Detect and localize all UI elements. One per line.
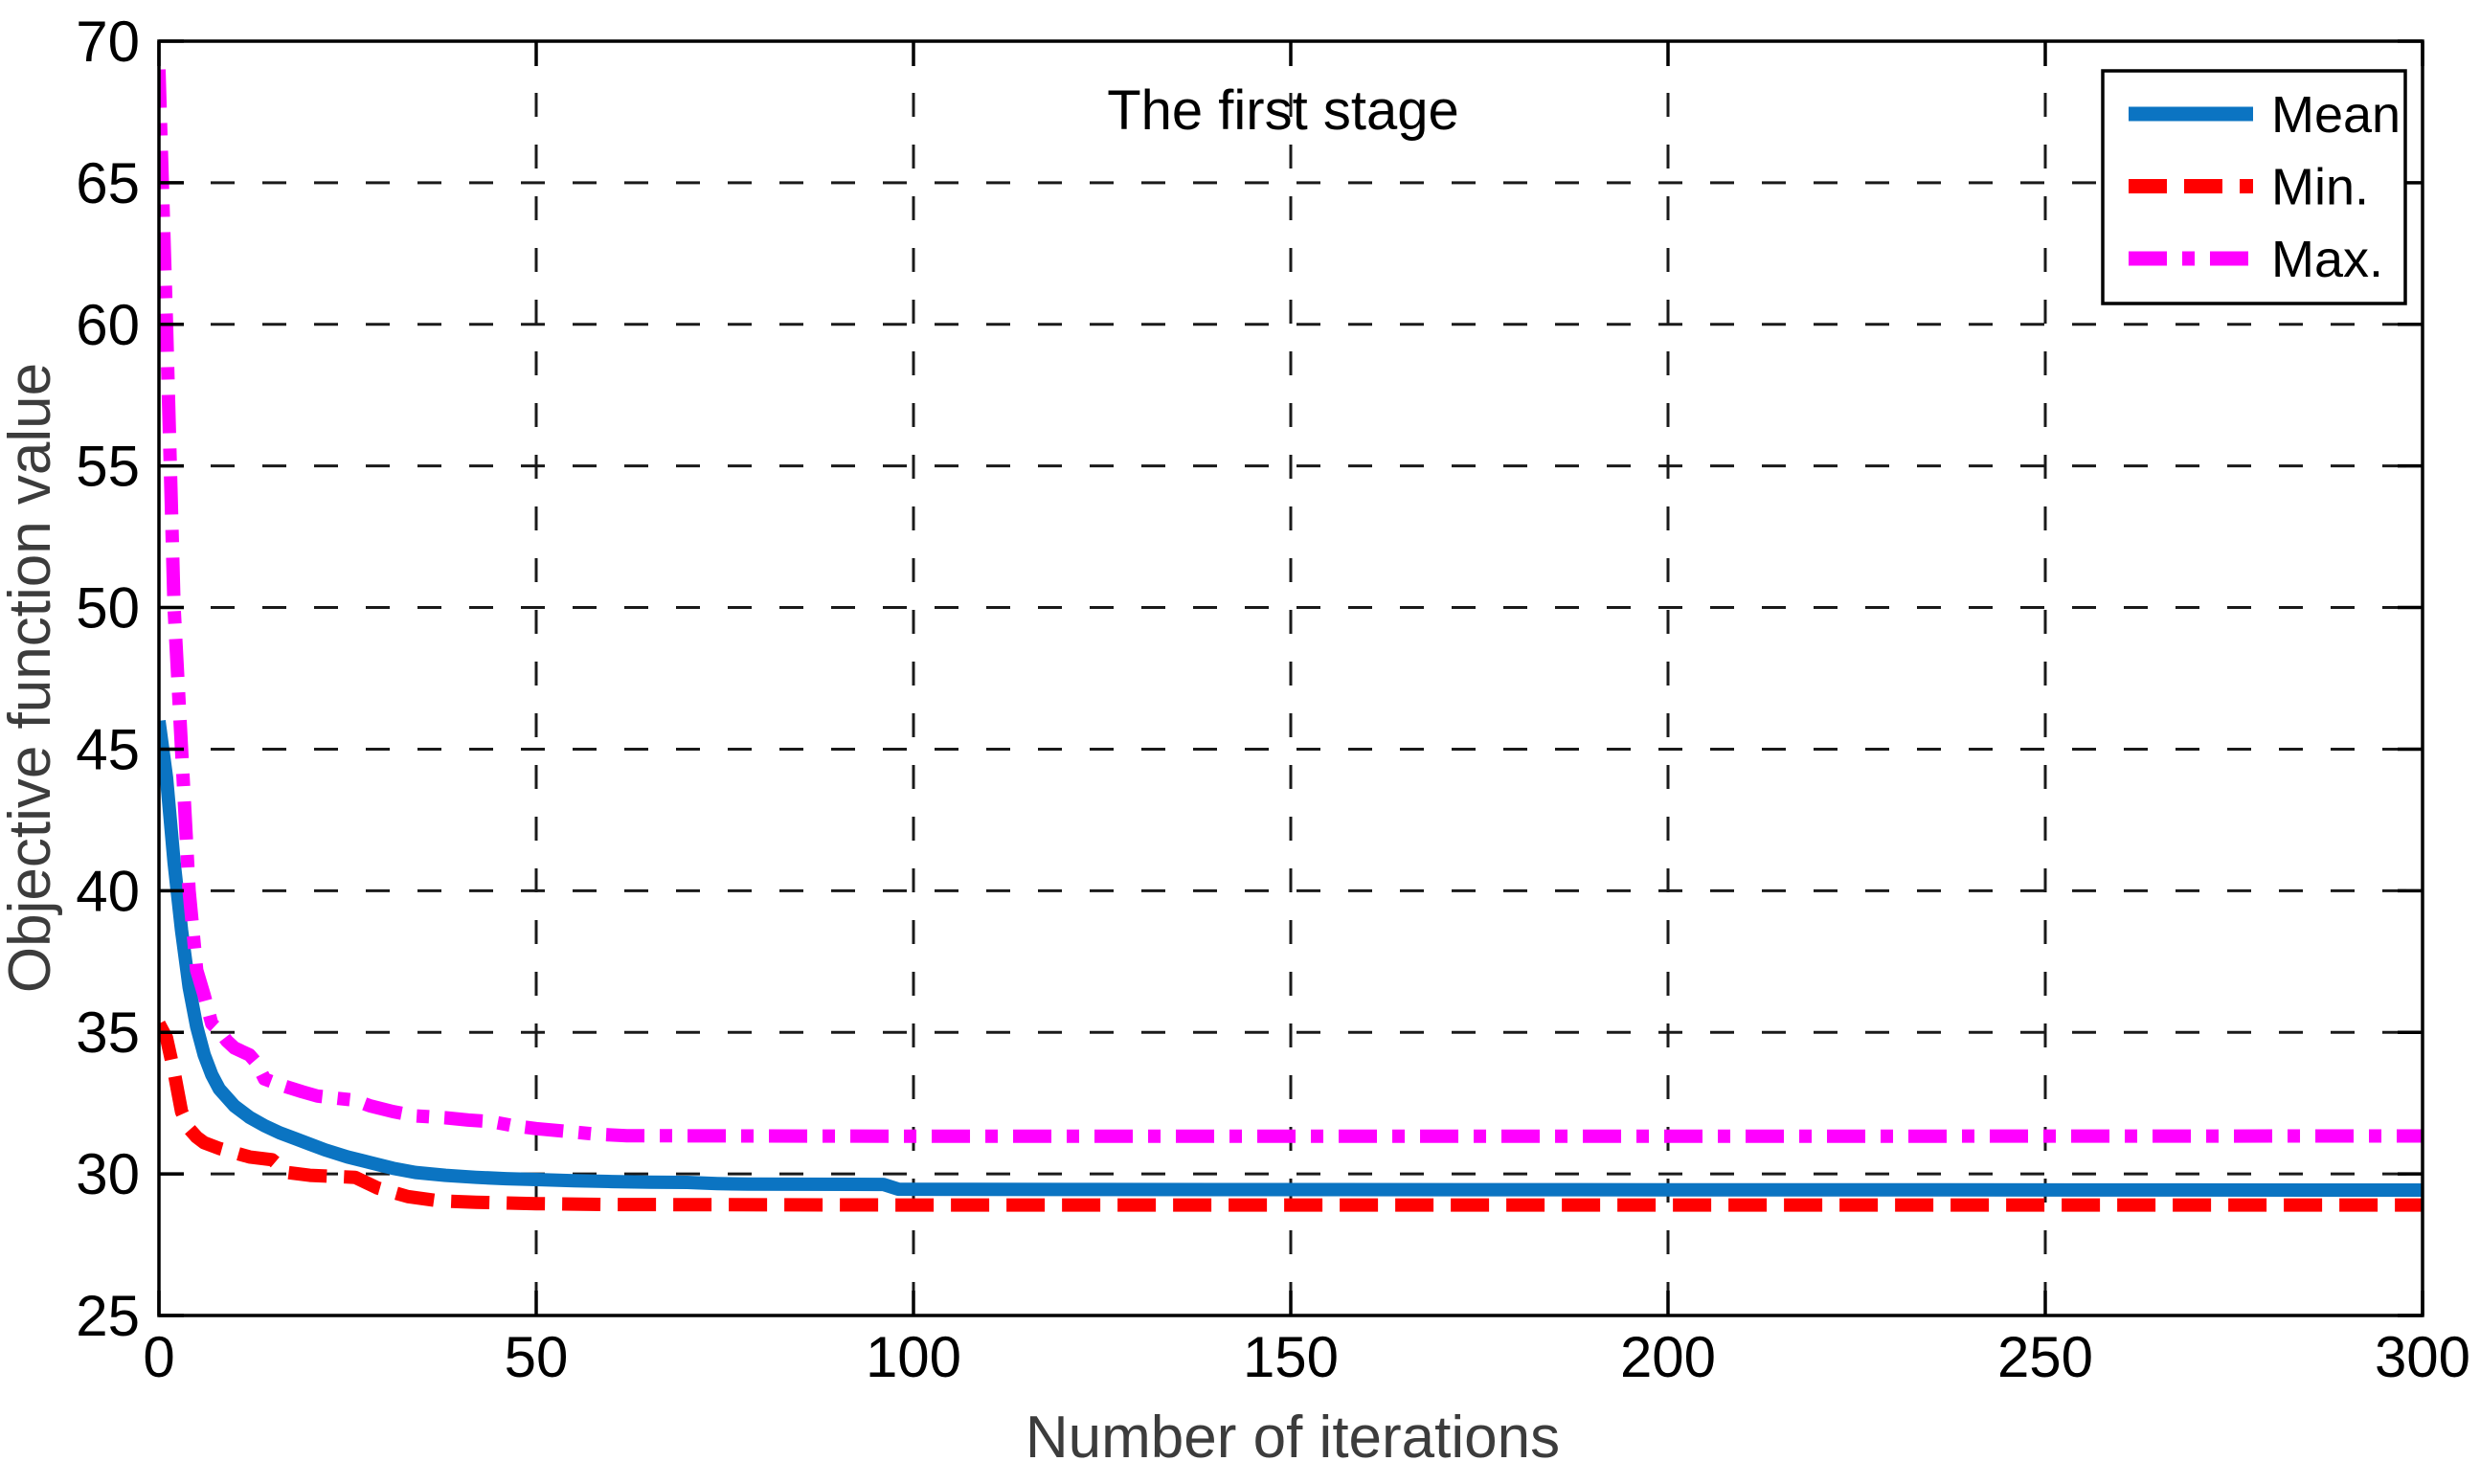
series-layer: [159, 69, 2424, 1212]
series-line-max: [159, 69, 2424, 1143]
x-axis-label: Number of iterations: [1026, 1405, 1560, 1471]
x-tick-label: 300: [2375, 1325, 2470, 1389]
legend-label: Max.: [2271, 231, 2383, 288]
y-tick-label: 50: [76, 576, 140, 641]
x-tick-label: 150: [1243, 1325, 1339, 1389]
axis-layer: 0 50 100 150 200 250 300 25 30 35 40 45 50 55 60 65 70: [76, 10, 2470, 1389]
x-tick-label: 250: [1997, 1325, 2093, 1389]
y-tick-label: 70: [76, 10, 140, 74]
y-tick-label: 60: [76, 293, 140, 357]
series-line-mean: [159, 719, 2424, 1197]
y-tick-label: 55: [76, 435, 140, 499]
x-tick-label: 100: [866, 1325, 961, 1389]
legend: Mean Min. Max.: [2101, 69, 2407, 305]
x-tick-label: 0: [143, 1325, 174, 1389]
tick-labels: 0 50 100 150 200 250 300 25 30 35 40 45 50 55 60 65 70: [76, 10, 2470, 1389]
y-axis-label: Objective function value: [0, 363, 63, 993]
legend-label: Min.: [2271, 159, 2369, 216]
x-tick-label: 200: [1620, 1325, 1716, 1389]
x-tick-label: 50: [505, 1325, 569, 1389]
y-tick-label: 65: [76, 151, 140, 215]
legend-label: Mean: [2271, 86, 2401, 144]
y-tick-label: 30: [76, 1142, 140, 1206]
y-tick-label: 25: [76, 1284, 140, 1348]
y-tick-label: 40: [76, 859, 140, 923]
y-tick-label: 45: [76, 717, 140, 781]
y-tick-label: 35: [76, 1001, 140, 1065]
chart-title: The first stage: [1107, 79, 1458, 142]
tick-marks: [157, 39, 2424, 1317]
